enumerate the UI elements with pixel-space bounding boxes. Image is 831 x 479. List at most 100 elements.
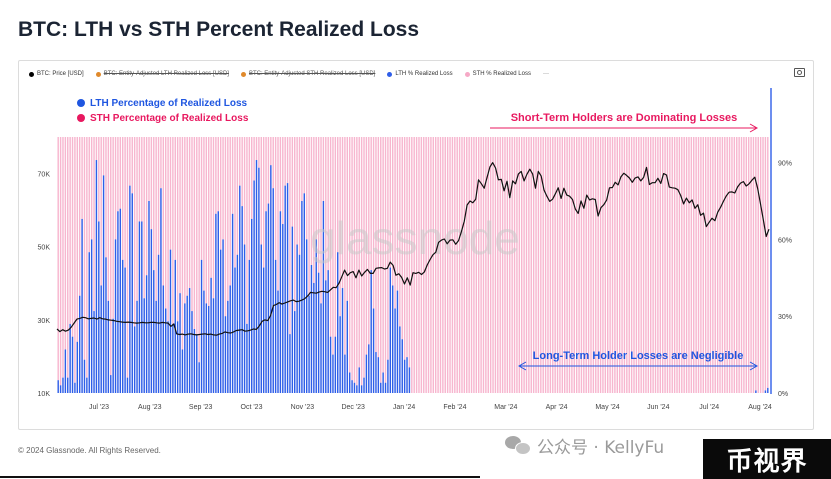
sth-bar — [764, 137, 767, 391]
sth-bar — [301, 137, 303, 201]
sth-bar — [736, 137, 738, 393]
sth-bar — [599, 137, 602, 393]
lth-bar — [370, 270, 372, 393]
sth-bar — [67, 137, 69, 378]
sth-bar — [439, 137, 442, 393]
lth-bar — [231, 213, 234, 393]
lth-bar — [296, 244, 298, 393]
lth-bar — [98, 221, 100, 393]
lth-bar — [294, 311, 296, 393]
lth-bar — [284, 185, 286, 393]
sth-bar — [497, 137, 499, 393]
sth-bar — [148, 137, 150, 201]
sth-bar — [743, 137, 745, 393]
lth-bar — [344, 354, 346, 393]
sth-bar — [554, 137, 556, 393]
sth-bar — [475, 137, 478, 393]
sth-bar — [184, 137, 186, 304]
x-tick-label: Aug '23 — [138, 404, 162, 411]
sth-bar — [387, 137, 389, 360]
lth-bar — [198, 362, 200, 393]
lth-bar — [124, 267, 126, 393]
sth-bar — [102, 137, 105, 176]
sth-bar — [176, 137, 179, 322]
chart-legend: BTC: Price [USD] BTC: Entity-Adjusted LT… — [29, 67, 549, 81]
sth-bar — [537, 137, 540, 393]
lth-bar — [119, 208, 122, 393]
sth-bar — [411, 137, 413, 393]
sth-bar — [279, 137, 282, 212]
lth-bar — [394, 308, 396, 393]
sth-bar — [716, 137, 719, 393]
lth-bar — [155, 300, 157, 393]
sth-bar — [181, 137, 184, 350]
lth-bar — [401, 339, 403, 393]
sth-bar — [64, 137, 67, 350]
legend-item-lth-percent[interactable]: LTH % Realized Loss — [387, 71, 453, 77]
camera-icon[interactable] — [794, 68, 805, 77]
sth-bar — [733, 137, 736, 393]
sth-bar — [676, 137, 678, 393]
legend-item-price[interactable]: BTC: Price [USD] — [29, 71, 84, 77]
lth-bar — [74, 382, 76, 393]
sth-bar — [702, 137, 705, 393]
sth-bar — [222, 137, 224, 240]
sth-bar — [444, 137, 446, 393]
page-title: BTC: LTH vs STH Percent Realized Loss — [18, 18, 420, 41]
lth-bar — [277, 290, 279, 393]
sth-bar — [693, 137, 695, 393]
sth-bar — [499, 137, 501, 393]
sth-bar — [227, 137, 229, 301]
lth-bar — [57, 380, 59, 393]
lth-bar — [153, 270, 155, 393]
brand-stamp: 币视界 — [703, 439, 831, 479]
sth-bar — [203, 137, 205, 291]
sth-bar — [129, 137, 131, 186]
sth-bar — [403, 137, 406, 360]
sth-bar — [76, 137, 79, 342]
sth-bar — [341, 137, 344, 289]
sth-bar — [100, 137, 102, 286]
sth-bar — [458, 137, 461, 393]
sth-bar — [172, 137, 174, 324]
wechat-watermark: 公众号 · KellyFu — [505, 434, 664, 458]
lth-bar — [200, 259, 203, 393]
lth-bar — [272, 188, 274, 393]
sth-bar — [434, 137, 437, 393]
legend-item-sth-realized-loss[interactable]: BTC: Entity-Adjusted STH Realized Loss [… — [240, 71, 375, 77]
sth-bar — [752, 137, 755, 393]
sth-bar — [219, 137, 222, 250]
sth-bar — [513, 137, 516, 393]
sth-bar — [470, 137, 473, 393]
legend-more-button[interactable]: ··· — [543, 71, 549, 77]
lth-bar — [138, 221, 141, 393]
lth-overlay-label: LTH Percentage of Realized Loss — [90, 98, 248, 109]
sth-bar — [540, 137, 542, 393]
sth-bar — [566, 137, 568, 393]
sth-bar — [105, 137, 107, 258]
sth-bar — [289, 137, 291, 335]
lth-bar — [246, 323, 248, 393]
sth-bar — [477, 137, 480, 393]
sth-bar — [71, 137, 74, 337]
lth-bar — [69, 323, 71, 393]
legend-item-lth-realized-loss[interactable]: BTC: Entity-Adjusted LTH Realized Loss [… — [95, 71, 229, 77]
sth-bar — [193, 137, 196, 329]
sth-bar — [762, 137, 764, 393]
sth-bar — [351, 137, 353, 381]
lth-bar — [95, 160, 98, 393]
lth-bar — [260, 244, 262, 393]
legend-item-sth-percent[interactable]: STH % Realized Loss — [464, 71, 531, 77]
x-tick-label: Mar '24 — [494, 404, 517, 411]
lth-bar — [141, 221, 143, 393]
sth-bar — [430, 137, 432, 393]
sth-bar — [609, 137, 611, 393]
price-line — [56, 162, 770, 336]
sth-bar — [334, 137, 337, 337]
legend-swatch — [29, 71, 34, 77]
sth-bar — [700, 137, 702, 393]
sth-bar — [136, 137, 138, 301]
sth-bar — [348, 137, 351, 373]
lth-bar — [203, 290, 205, 393]
sth-bar — [205, 137, 208, 304]
